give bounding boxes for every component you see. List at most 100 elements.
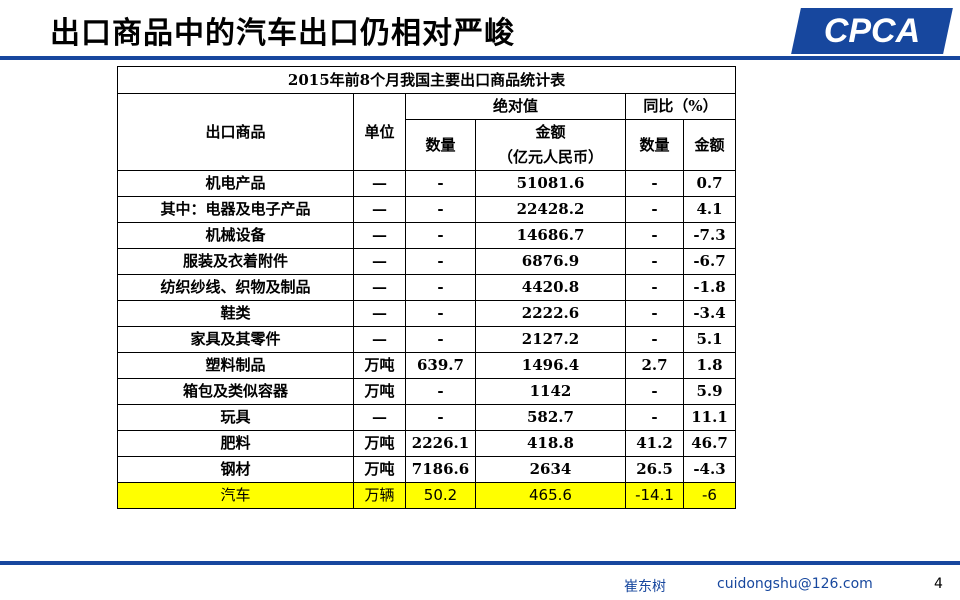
table-caption: 2015年前8个月我国主要出口商品统计表	[117, 66, 736, 94]
cell-unit: —	[353, 170, 406, 197]
header-product: 出口商品	[117, 93, 354, 171]
cell-qty: 639.7	[405, 352, 476, 379]
cell-yoy-qty: -	[625, 248, 684, 275]
table-row: 机电产品 — -51081.6-0.7	[117, 170, 736, 197]
table-row: 玩具 — -582.7-11.1	[117, 404, 736, 431]
cell-product: 纺织纱线、织物及制品	[117, 274, 354, 301]
logo-text: CPCA	[823, 12, 921, 50]
cell-yoy-qty: 26.5	[625, 456, 684, 483]
cpca-logo: CPCA	[791, 8, 953, 54]
cell-amount: 2127.2	[475, 326, 626, 353]
table-row: 鞋类 — -2222.6- -3.4	[117, 300, 736, 327]
cell-qty: -	[405, 222, 476, 249]
cell-qty: -	[405, 378, 476, 405]
bottom-divider	[0, 561, 960, 565]
table-row: 汽车 万辆 50.2 465.6 -14.1 -6	[117, 482, 736, 509]
cell-amount: 2222.6	[475, 300, 626, 327]
cell-unit: —	[353, 196, 406, 223]
cell-yoy-amount: 4.1	[683, 196, 736, 223]
cell-amount: 4420.8	[475, 274, 626, 301]
cell-yoy-qty: -	[625, 170, 684, 197]
table-row: 钢材 万吨 7186.6 2634 26.5 -4.3	[117, 456, 736, 483]
export-stats-table: 2015年前8个月我国主要出口商品统计表 出口商品 单位 绝对值 同比（%） 数…	[117, 66, 736, 509]
cell-unit: —	[353, 404, 406, 431]
cell-yoy-amount: -4.3	[683, 456, 736, 483]
cell-unit: —	[353, 326, 406, 353]
cell-yoy-amount: 5.9	[683, 378, 736, 405]
cell-product: 其中：电器及电子产品	[117, 196, 354, 223]
cell-qty: 7186.6	[405, 456, 476, 483]
cell-yoy-amount: 46.7	[683, 430, 736, 457]
cell-product: 肥料	[117, 430, 354, 457]
cell-unit: 万吨	[353, 456, 406, 483]
cell-qty: -	[405, 404, 476, 431]
cell-product: 塑料制品	[117, 352, 354, 379]
cell-yoy-qty: 41.2	[625, 430, 684, 457]
table-row: 纺织纱线、织物及制品 — -4420.8- -1.8	[117, 274, 736, 301]
cell-unit: —	[353, 300, 406, 327]
cell-unit: —	[353, 222, 406, 249]
footer-author: 崔东树	[624, 579, 666, 595]
cell-amount: 2634	[475, 456, 626, 483]
cell-qty: -	[405, 248, 476, 275]
footer-email: cuidongshu@126.com	[717, 576, 873, 592]
cell-amount: 418.8	[475, 430, 626, 457]
table-row: 机械设备 — -14686.7- -7.3	[117, 222, 736, 249]
header-yoy-qty: 数量	[625, 119, 684, 171]
cell-amount: 14686.7	[475, 222, 626, 249]
cell-amount: 22428.2	[475, 196, 626, 223]
cell-yoy-qty: -	[625, 300, 684, 327]
cell-qty: -	[405, 170, 476, 197]
cell-amount: 1496.4	[475, 352, 626, 379]
cell-product: 鞋类	[117, 300, 354, 327]
cell-yoy-qty: -	[625, 222, 684, 249]
cell-yoy-qty: -	[625, 196, 684, 223]
cell-yoy-amount: -6.7	[683, 248, 736, 275]
cell-yoy-qty: 2.7	[625, 352, 684, 379]
cell-unit: 万吨	[353, 378, 406, 405]
cell-amount: 465.6	[475, 482, 626, 509]
cell-yoy-amount: 0.7	[683, 170, 736, 197]
cell-amount: 1142	[475, 378, 626, 405]
page-number: 4	[934, 576, 943, 592]
cell-yoy-qty: -14.1	[625, 482, 684, 509]
table-row: 肥料 万吨 2226.1 418.8 41.2 46.7	[117, 430, 736, 457]
cell-product: 钢材	[117, 456, 354, 483]
cell-yoy-amount: 1.8	[683, 352, 736, 379]
cell-unit: 万吨	[353, 352, 406, 379]
cell-yoy-qty: -	[625, 326, 684, 353]
cell-product: 汽车	[117, 482, 354, 509]
cell-unit: 万吨	[353, 430, 406, 457]
table-row: 家具及其零件 — -2127.2-5.1	[117, 326, 736, 353]
cell-yoy-amount: -7.3	[683, 222, 736, 249]
top-divider	[0, 56, 960, 60]
cell-product: 玩具	[117, 404, 354, 431]
cell-amount: 51081.6	[475, 170, 626, 197]
cell-product: 服装及衣着附件	[117, 248, 354, 275]
cell-product: 家具及其零件	[117, 326, 354, 353]
header-qty: 数量	[405, 119, 476, 171]
cell-qty: -	[405, 196, 476, 223]
header-unit: 单位	[353, 93, 406, 171]
table-row: 箱包及类似容器 万吨 -1142-5.9	[117, 378, 736, 405]
cell-unit: —	[353, 274, 406, 301]
table-row: 其中：电器及电子产品 — -22428.2-4.1	[117, 196, 736, 223]
cell-qty: 50.2	[405, 482, 476, 509]
header-amount: 金额	[475, 119, 626, 145]
cell-product: 机电产品	[117, 170, 354, 197]
cell-yoy-qty: -	[625, 274, 684, 301]
header-absolute: 绝对值	[405, 93, 626, 120]
cell-yoy-amount: -6	[683, 482, 736, 509]
cell-qty: 2226.1	[405, 430, 476, 457]
cell-unit: —	[353, 248, 406, 275]
cell-yoy-amount: -1.8	[683, 274, 736, 301]
cell-amount: 6876.9	[475, 248, 626, 275]
cell-yoy-amount: 11.1	[683, 404, 736, 431]
page-title: 出口商品中的汽车出口仍相对严峻	[50, 16, 515, 51]
cell-qty: -	[405, 326, 476, 353]
cell-amount: 582.7	[475, 404, 626, 431]
header-yoy: 同比（%）	[625, 93, 736, 120]
cell-yoy-qty: -	[625, 404, 684, 431]
cell-yoy-amount: -3.4	[683, 300, 736, 327]
table-row: 服装及衣着附件 — -6876.9- -6.7	[117, 248, 736, 275]
